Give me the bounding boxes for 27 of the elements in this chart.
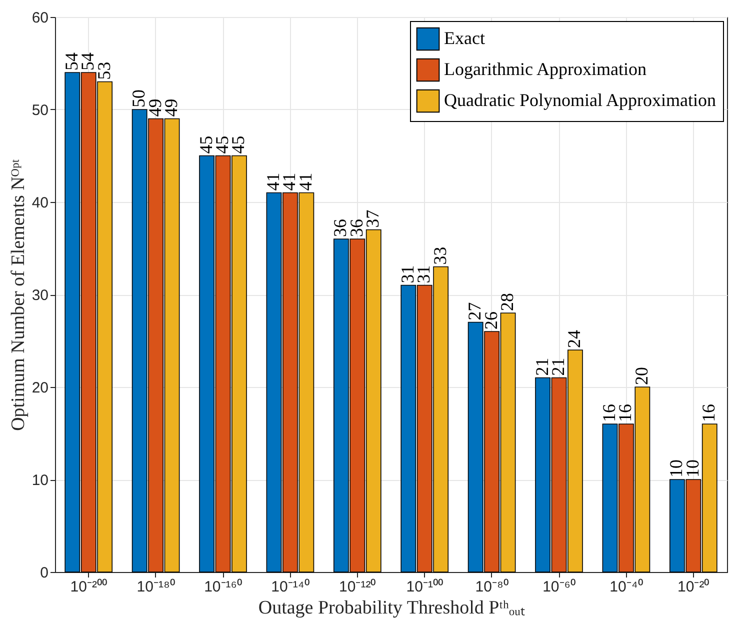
data-label: 16 xyxy=(698,404,719,422)
y-tick-label: 40 xyxy=(32,194,48,212)
x-tick-label: 10⁻²⁰ xyxy=(678,578,710,596)
x-tick-label: 10⁻²⁰⁰ xyxy=(70,578,107,596)
x-tick-label: 10⁻¹²⁰ xyxy=(339,578,376,596)
x-tick-label: 10⁻¹⁸⁰ xyxy=(136,578,175,596)
y-tick-label: 50 xyxy=(32,102,48,119)
x-axis-title: Outage Probability Threshold Pᵗʰₒᵤₜ xyxy=(258,598,526,618)
x-tick-label: 10⁻⁶⁰ xyxy=(542,578,576,596)
data-label: 24 xyxy=(564,330,584,348)
x-tick-label: 10⁻⁴⁰ xyxy=(610,578,643,596)
data-label: 33 xyxy=(430,246,450,265)
legend-label: Quadratic Polynomial Approximation xyxy=(444,90,716,110)
x-tick-label: 10⁻¹⁰⁰ xyxy=(406,578,443,596)
y-axis-title: Optimum Number of Elements Nᴼᵖᵗ xyxy=(8,158,29,431)
y-tick-label: 20 xyxy=(32,380,48,396)
y-tick-label: 30 xyxy=(32,287,48,304)
y-tick-label: 60 xyxy=(32,10,48,26)
data-label: 20 xyxy=(631,367,652,385)
x-tick-label: 10⁻¹⁶⁰ xyxy=(204,578,242,596)
x-tick-label: 10⁻⁸⁰ xyxy=(475,578,508,596)
x-tick-label: 10⁻¹⁴⁰ xyxy=(271,578,310,596)
y-tick-label: 10 xyxy=(32,472,48,489)
legend-label: Exact xyxy=(444,28,485,48)
legend-label: Logarithmic Approximation xyxy=(444,59,646,79)
data-label: 28 xyxy=(497,293,518,311)
y-tick-label: 0 xyxy=(40,564,48,582)
